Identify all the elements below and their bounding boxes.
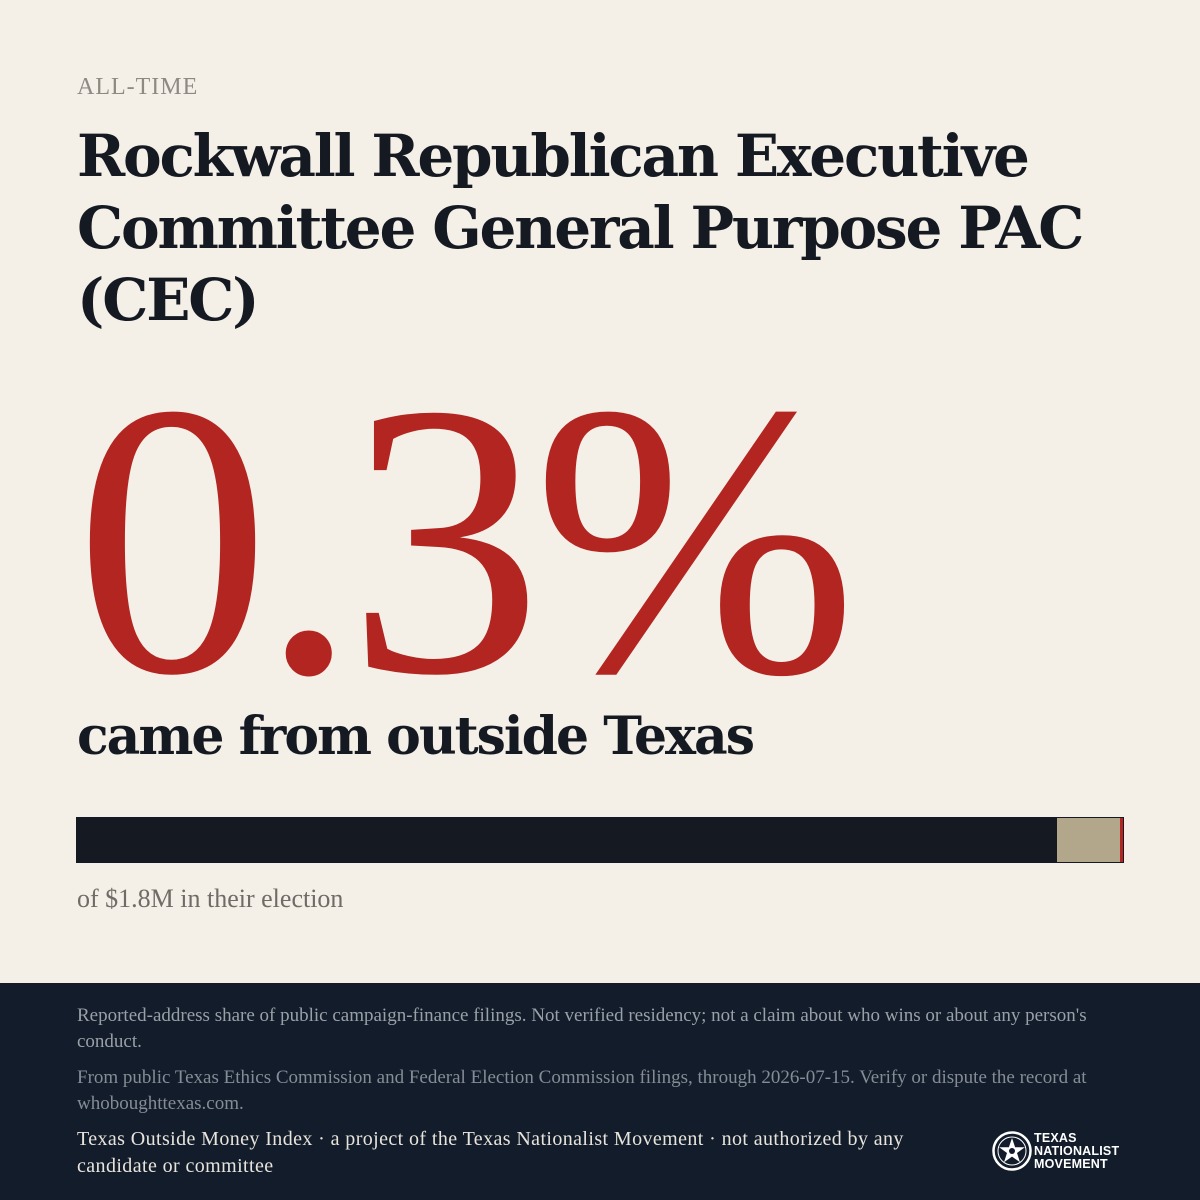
committee-title: Rockwall Republican Executive Committee … xyxy=(77,122,1084,334)
tnm-wordmark: TEXAS NATIONALIST MOVEMENT xyxy=(1034,1132,1119,1171)
tnm-wordmark-line2: NATIONALIST xyxy=(1034,1144,1120,1158)
disclaimer-text: Reported-address share of public campaig… xyxy=(77,1005,1087,1052)
stat-caption: came from outside Texas xyxy=(77,706,755,767)
share-bar-texas-segment xyxy=(77,818,1057,862)
share-bar-outside-segment xyxy=(1120,818,1123,862)
outside-share-stat: 0.3% xyxy=(75,324,857,756)
credit-text: Texas Outside Money Index · a project of… xyxy=(77,1128,904,1177)
tnm-wordmark-line3: MOVEMENT xyxy=(1034,1157,1108,1171)
share-bar-other-segment xyxy=(1057,818,1120,862)
source-text: From public Texas Ethics Commission and … xyxy=(77,1067,1087,1114)
period-label: ALL-TIME xyxy=(77,74,199,100)
tnm-logo: TEXAS NATIONALIST MOVEMENT xyxy=(992,1130,1132,1174)
star-emblem-icon xyxy=(992,1131,1032,1171)
share-bar xyxy=(76,817,1124,863)
tnm-wordmark-line1: TEXAS xyxy=(1034,1131,1077,1145)
total-amount-caption: of $1.8M in their election xyxy=(77,884,344,913)
